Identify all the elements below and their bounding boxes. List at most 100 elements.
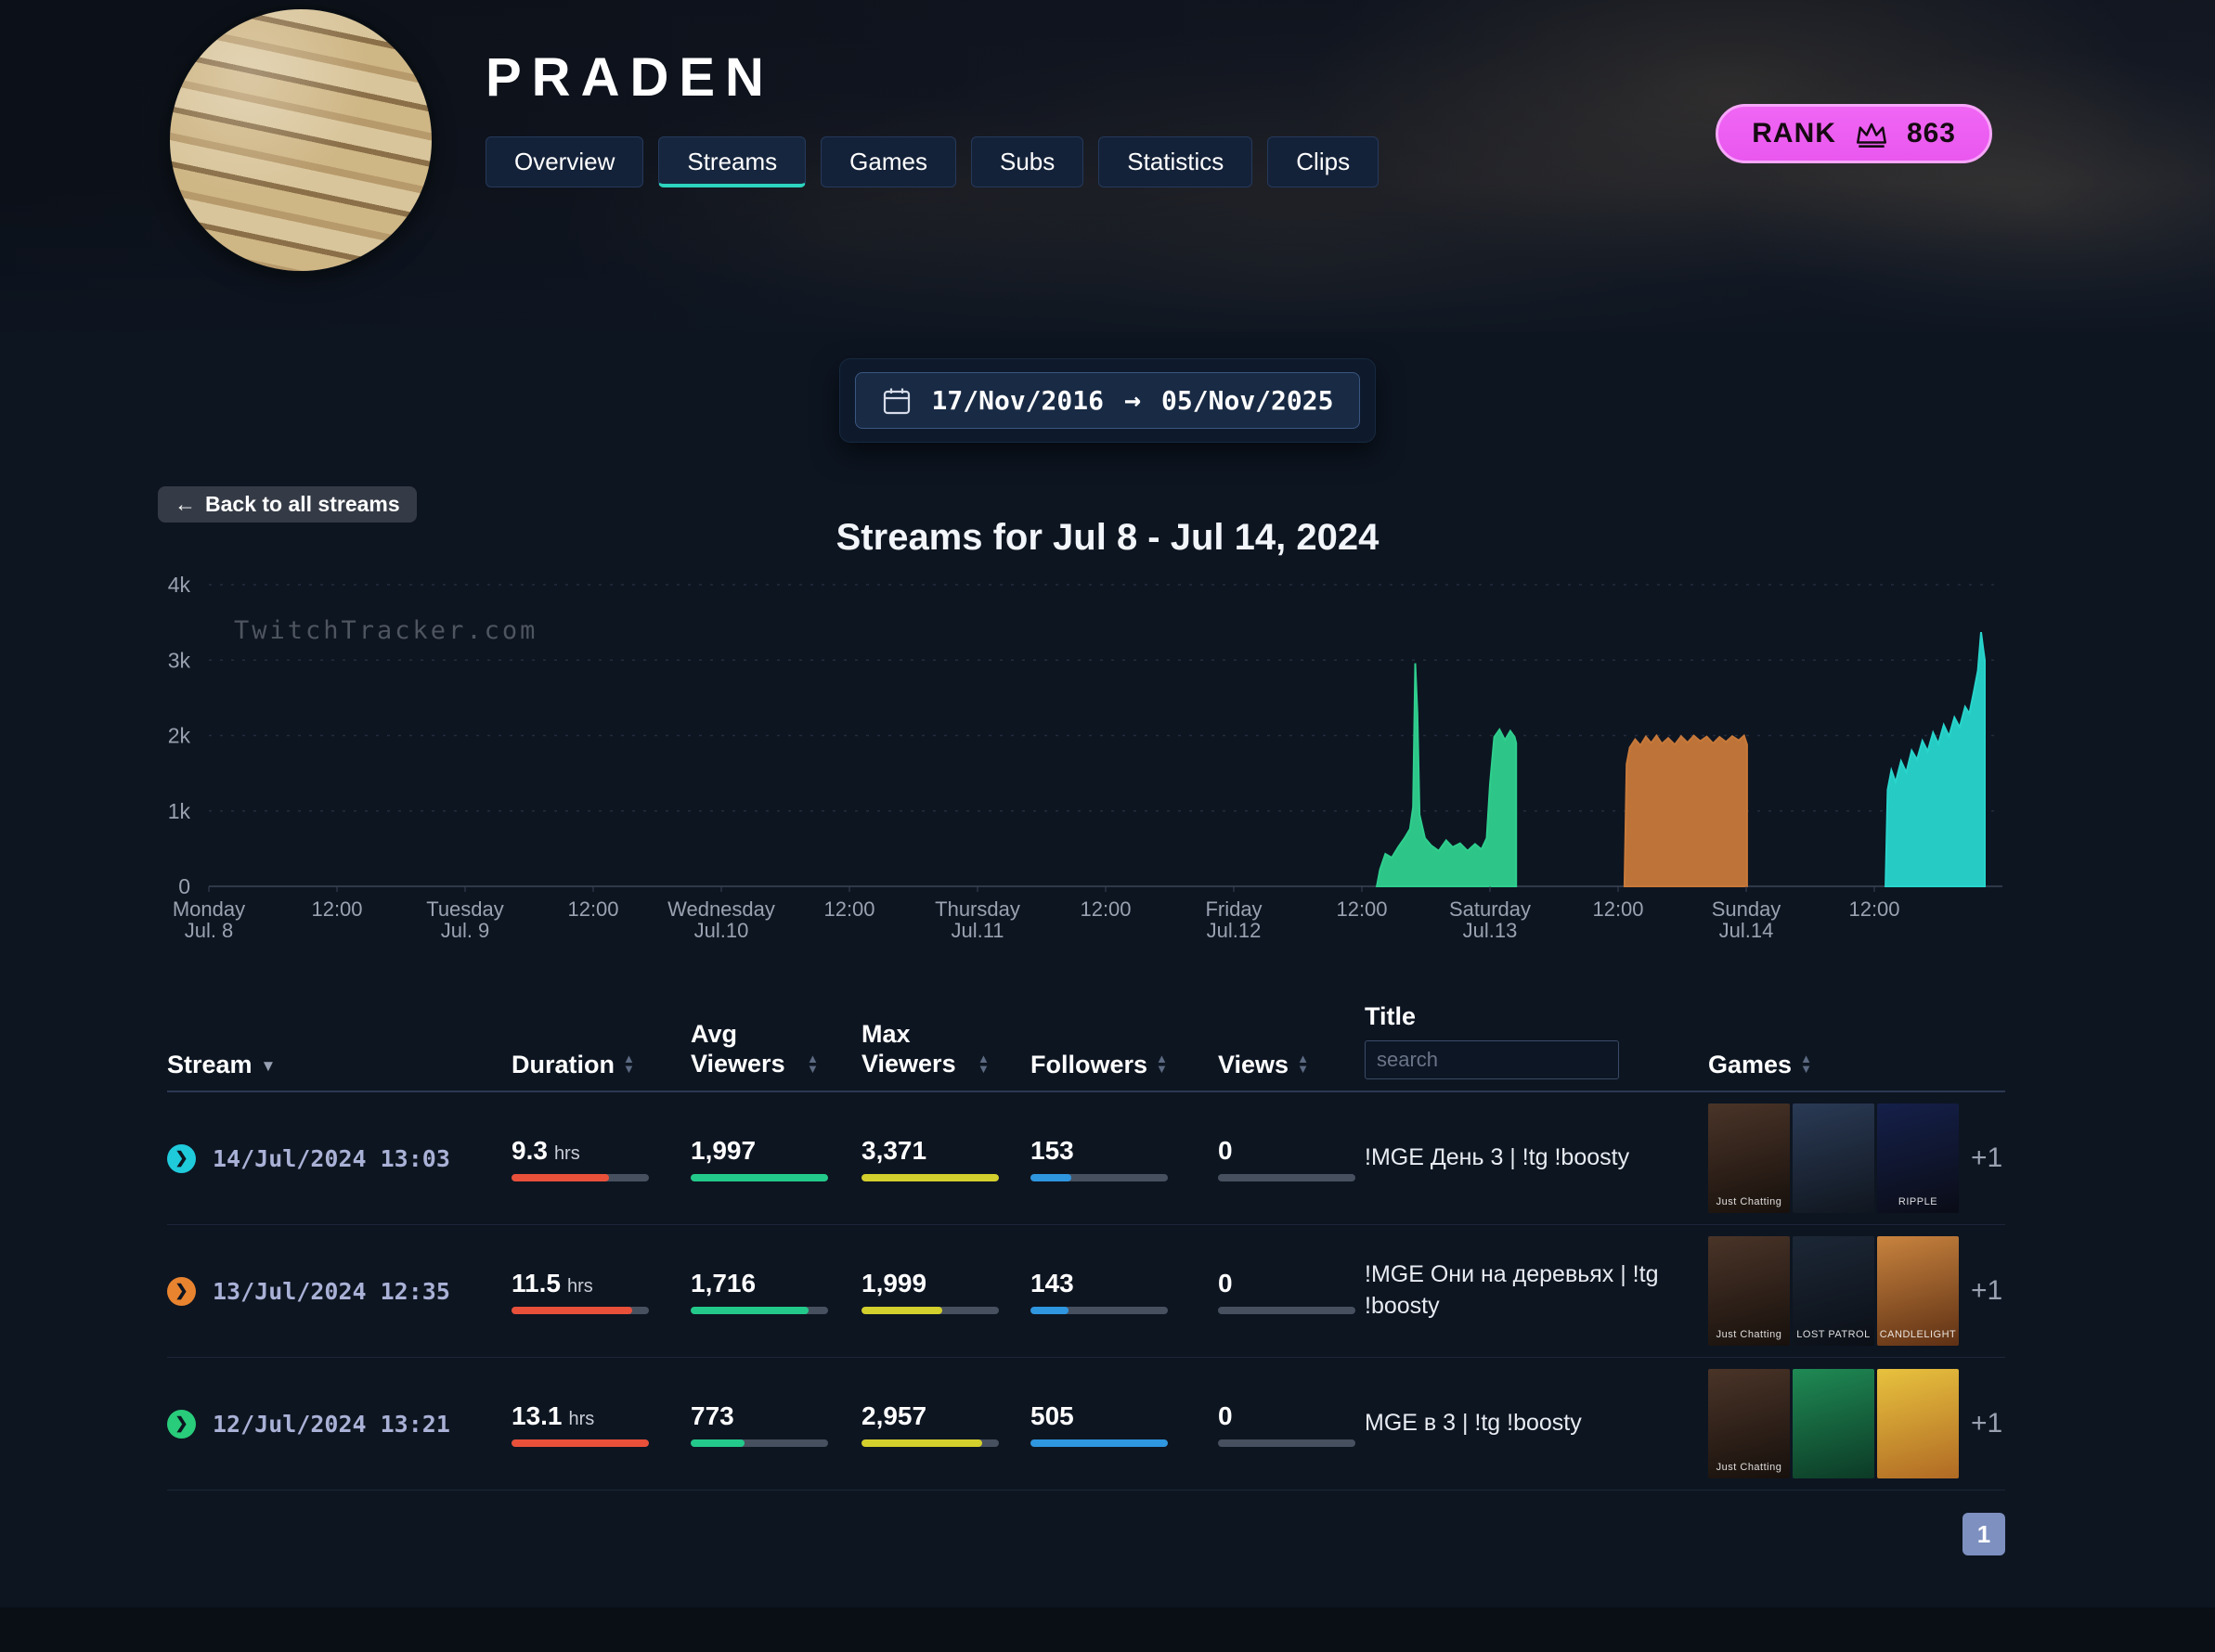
views-bar bbox=[1218, 1439, 1355, 1447]
column-header-avg-viewers[interactable]: Avg Viewers ▲ ▼ bbox=[691, 1020, 819, 1078]
column-header-views[interactable]: Views ▲ ▼ bbox=[1218, 1051, 1309, 1078]
duration-cell: 11.5 hrs bbox=[512, 1269, 691, 1314]
game-thumbnail[interactable] bbox=[1793, 1369, 1874, 1478]
svg-text:12:00: 12:00 bbox=[567, 897, 618, 921]
date-range-start: 17/Nov/2016 bbox=[931, 385, 1104, 416]
viewers-area-chart: 0 1k 2k 3k 4k TwitchTracker.com Monday Jul. 8 12… bbox=[168, 573, 2002, 942]
rank-badge[interactable]: RANK 863 bbox=[1716, 104, 1992, 163]
game-thumbnail-lost-patrol[interactable]: LOST PATROL bbox=[1793, 1236, 1874, 1346]
page-1-button[interactable]: 1 bbox=[1962, 1513, 2005, 1555]
svg-text:12:00: 12:00 bbox=[1592, 897, 1643, 921]
column-header-title: Title bbox=[1365, 1002, 1708, 1079]
game-thumbnail[interactable] bbox=[1793, 1103, 1874, 1213]
followers-bar bbox=[1030, 1439, 1168, 1447]
expand-stream-chevron-icon[interactable]: ❯ bbox=[167, 1409, 196, 1439]
more-games-count: +1 bbox=[1971, 1142, 2003, 1173]
rank-label: RANK bbox=[1752, 118, 1836, 148]
avg-viewers-bar bbox=[691, 1306, 828, 1314]
game-thumbnail[interactable] bbox=[1877, 1369, 1959, 1478]
followers-bar bbox=[1030, 1173, 1168, 1181]
tab-games[interactable]: Games bbox=[821, 136, 956, 187]
svg-text:12:00: 12:00 bbox=[1080, 897, 1131, 921]
followers-cell: 153 bbox=[1030, 1136, 1218, 1181]
svg-text:4k: 4k bbox=[168, 573, 191, 597]
column-header-stream[interactable]: Stream ▼ bbox=[167, 1051, 277, 1078]
stream-title: MGE в 3 | !tg !boosty bbox=[1365, 1410, 1582, 1437]
max-viewers-bar bbox=[861, 1306, 999, 1314]
views-bar bbox=[1218, 1306, 1355, 1314]
table-row: ❯ 12/Jul/2024 13:21 13.1 hrs 773 2,957 50… bbox=[167, 1358, 2005, 1491]
svg-text:2k: 2k bbox=[168, 724, 191, 748]
games-cell: Just Chatting +1 bbox=[1708, 1369, 2005, 1478]
views-cell: 0 bbox=[1218, 1401, 1365, 1447]
sort-icon: ▲ ▼ bbox=[1800, 1051, 1812, 1076]
svg-text:12:00: 12:00 bbox=[1336, 897, 1387, 921]
max-viewers-bar bbox=[861, 1173, 999, 1181]
arrow-right-icon: → bbox=[1123, 384, 1142, 417]
stream-date-link[interactable]: 12/Jul/2024 13:21 bbox=[213, 1410, 450, 1438]
stream-date-link[interactable]: 13/Jul/2024 12:35 bbox=[213, 1277, 450, 1305]
duration-cell: 9.3 hrs bbox=[512, 1136, 691, 1181]
tab-streams[interactable]: Streams bbox=[658, 136, 807, 187]
expand-stream-chevron-icon[interactable]: ❯ bbox=[167, 1276, 196, 1306]
sort-icon: ▲ ▼ bbox=[623, 1051, 635, 1076]
calendar-icon bbox=[883, 388, 910, 414]
table-row: ❯ 14/Jul/2024 13:03 9.3 hrs 1,997 3,371 1… bbox=[167, 1092, 2005, 1225]
more-games-count: +1 bbox=[1971, 1275, 2003, 1306]
date-range-picker[interactable]: 17/Nov/2016 → 05/Nov/2025 bbox=[854, 372, 1361, 429]
more-games-count: +1 bbox=[1971, 1408, 2003, 1439]
sort-icon: ▲ ▼ bbox=[1297, 1051, 1309, 1076]
followers-cell: 505 bbox=[1030, 1401, 1218, 1447]
game-thumbnail-ripple[interactable]: RIPPLE bbox=[1877, 1103, 1959, 1213]
table-row: ❯ 13/Jul/2024 12:35 11.5 hrs 1,716 1,999 … bbox=[167, 1225, 2005, 1358]
stream-title: !MGE День 3 | !tg !boosty bbox=[1365, 1144, 1630, 1171]
sort-icon: ▲ ▼ bbox=[978, 1051, 990, 1076]
views-cell: 0 bbox=[1218, 1269, 1365, 1314]
svg-text:12:00: 12:00 bbox=[823, 897, 874, 921]
profile-tabs: Overview Streams Games Subs Statistics C… bbox=[486, 136, 1380, 187]
title-search-input[interactable] bbox=[1365, 1040, 1619, 1079]
rank-value: 863 bbox=[1906, 118, 1956, 148]
game-thumbnail-just-chatting[interactable]: Just Chatting bbox=[1708, 1236, 1790, 1346]
duration-bar bbox=[512, 1173, 649, 1181]
column-header-max-viewers[interactable]: Max Viewers ▲ ▼ bbox=[861, 1020, 990, 1078]
svg-text:12:00: 12:00 bbox=[311, 897, 362, 921]
followers-bar bbox=[1030, 1306, 1168, 1314]
stream-date-link[interactable]: 14/Jul/2024 13:03 bbox=[213, 1144, 450, 1172]
game-thumbnail-just-chatting[interactable]: Just Chatting bbox=[1708, 1369, 1790, 1478]
date-range-end: 05/Nov/2025 bbox=[1161, 385, 1334, 416]
avg-viewers-cell: 1,997 bbox=[691, 1136, 861, 1181]
max-viewers-cell: 2,957 bbox=[861, 1401, 1030, 1447]
tab-subs[interactable]: Subs bbox=[970, 136, 1084, 187]
sort-icon: ▲ ▼ bbox=[807, 1051, 819, 1076]
section-title: Streams for Jul 8 - Jul 14, 2024 bbox=[835, 517, 1380, 558]
game-thumbnail-candlelight[interactable]: CANDLELIGHT bbox=[1877, 1236, 1959, 1346]
duration-bar bbox=[512, 1439, 649, 1447]
svg-text:1k: 1k bbox=[168, 799, 191, 823]
avatar[interactable] bbox=[170, 9, 432, 271]
game-thumbnail-just-chatting[interactable]: Just Chatting bbox=[1708, 1103, 1790, 1213]
back-to-all-streams-button[interactable]: ← Back to all streams bbox=[158, 486, 417, 523]
stream-title: !MGE Они на деревьях | !tg !boosty bbox=[1365, 1261, 1659, 1319]
profile-header: PRADEN Overview Streams Games Subs Stati… bbox=[0, 0, 2215, 332]
avg-viewers-bar bbox=[691, 1439, 828, 1447]
tab-statistics[interactable]: Statistics bbox=[1098, 136, 1253, 187]
avg-viewers-cell: 1,716 bbox=[691, 1269, 861, 1314]
column-header-duration[interactable]: Duration ▲ ▼ bbox=[512, 1051, 635, 1078]
expand-stream-chevron-icon[interactable]: ❯ bbox=[167, 1143, 196, 1173]
date-range-card: 17/Nov/2016 → 05/Nov/2025 bbox=[838, 358, 1377, 443]
page-title: PRADEN bbox=[486, 47, 774, 108]
followers-cell: 143 bbox=[1030, 1269, 1218, 1314]
column-header-followers[interactable]: Followers ▲ ▼ bbox=[1030, 1051, 1168, 1078]
back-arrow-icon: ← bbox=[175, 492, 196, 516]
avg-viewers-cell: 773 bbox=[691, 1401, 861, 1447]
crown-icon bbox=[1856, 123, 1886, 148]
tab-overview[interactable]: Overview bbox=[486, 136, 644, 187]
column-header-games[interactable]: Games ▲ ▼ bbox=[1708, 1051, 1812, 1078]
tab-clips[interactable]: Clips bbox=[1267, 136, 1380, 187]
